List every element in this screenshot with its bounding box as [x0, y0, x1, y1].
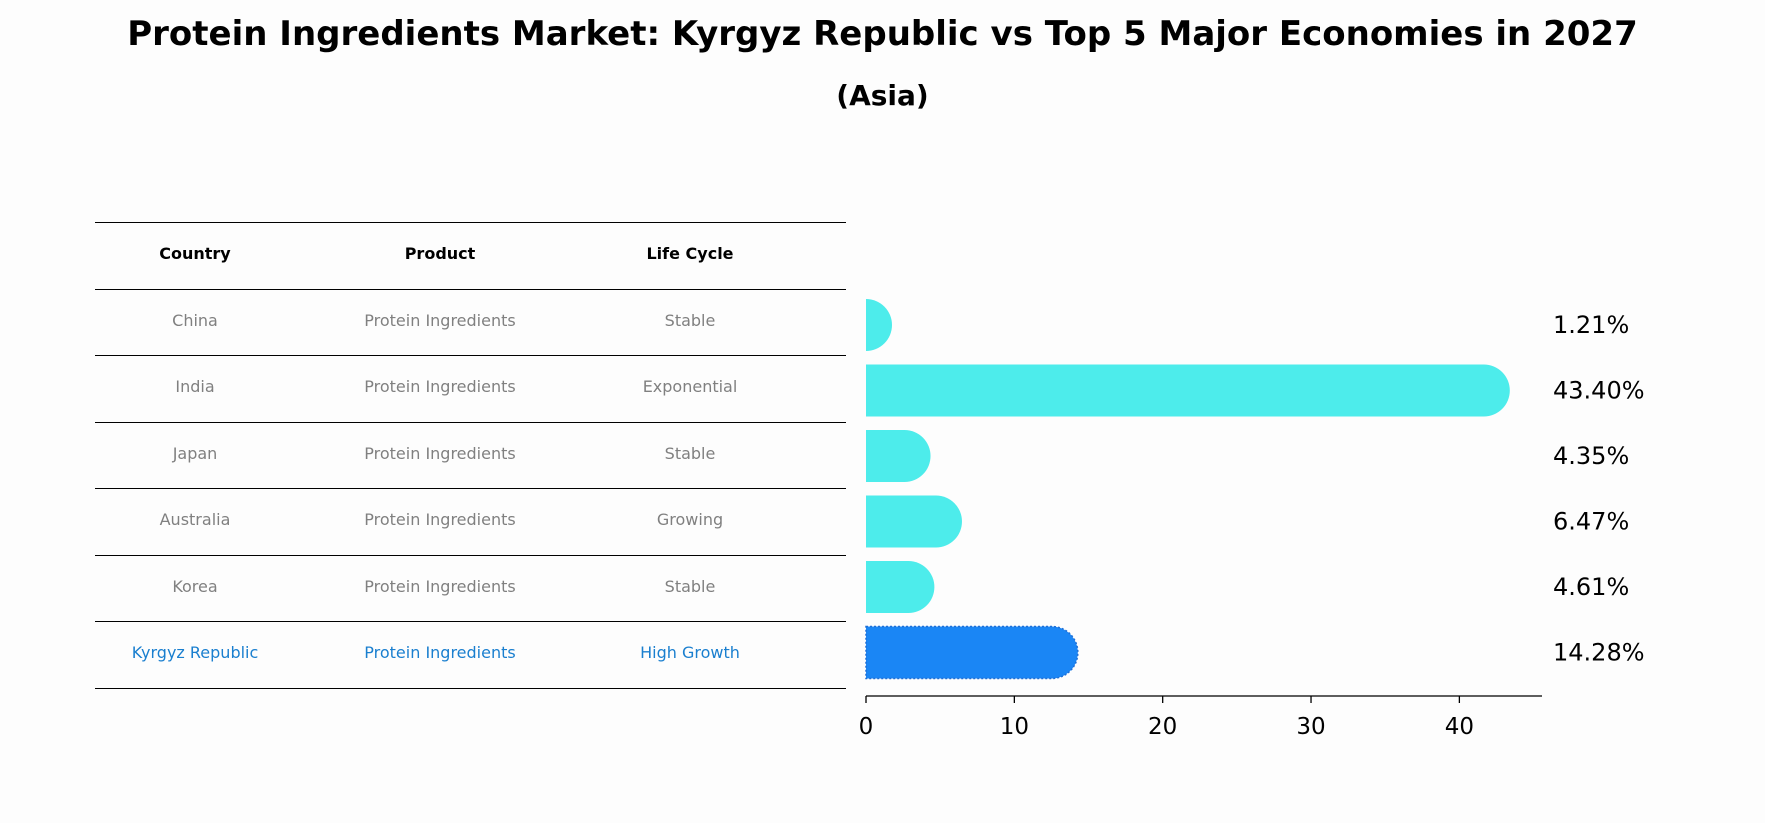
table-rule: [95, 621, 846, 622]
table-cell-life-cycle: Stable: [664, 576, 716, 596]
x-tick-label: 40: [1445, 714, 1474, 740]
bar-kyrgyz-republic: [865, 625, 1079, 680]
header-product: Product: [404, 244, 476, 263]
table-cell-product: Protein Ingredients: [364, 576, 516, 596]
table-rule: [95, 288, 846, 290]
table-cell-life-cycle: Exponential: [642, 377, 738, 396]
value-label: 4.35%: [1553, 442, 1629, 470]
x-tick-label: 30: [1296, 714, 1325, 740]
x-tick-label: 20: [1148, 714, 1177, 740]
table-rule: [95, 488, 846, 489]
chart-subtitle: (Asia): [836, 79, 929, 112]
x-tick-label: 0: [859, 714, 874, 740]
bar-india: [866, 364, 1510, 417]
chart-title: Protein Ingredients Market: Kyrgyz Repub…: [127, 14, 1638, 54]
header-country: Country: [159, 244, 231, 263]
bar-china: [866, 299, 892, 351]
table-rule: [95, 222, 846, 223]
value-label: 14.28%: [1553, 639, 1645, 667]
bar-australia: [866, 495, 962, 548]
value-label: 4.61%: [1553, 573, 1629, 601]
table-cell-product: Protein Ingredients: [364, 310, 516, 330]
table-cell-product: Protein Ingredients: [364, 643, 516, 662]
value-label: 1.21%: [1553, 311, 1629, 339]
header-life-cycle: Life Cycle: [646, 244, 734, 263]
x-tick-label: 10: [1000, 714, 1029, 740]
table-rule: [95, 355, 846, 356]
table-cell-country: Australia: [159, 510, 231, 529]
table-cell-country: India: [175, 377, 215, 396]
value-label: 43.40%: [1553, 377, 1645, 405]
value-label: 6.47%: [1553, 508, 1629, 536]
table-rule: [95, 687, 846, 689]
table-cell-product: Protein Ingredients: [364, 510, 516, 529]
table-rule: [95, 554, 846, 556]
table-cell-life-cycle: High Growth: [640, 643, 740, 662]
bar-korea: [866, 561, 935, 613]
table-rule: [95, 421, 846, 423]
table-cell-life-cycle: Growing: [656, 510, 724, 529]
table-cell-country: Japan: [172, 443, 218, 463]
table-cell-product: Protein Ingredients: [364, 443, 516, 463]
table-cell-country: Kyrgyz Republic: [131, 643, 259, 662]
table-cell-life-cycle: Stable: [664, 310, 716, 330]
bar-japan: [866, 430, 931, 482]
table-cell-life-cycle: Stable: [664, 443, 716, 463]
table-cell-country: China: [172, 310, 218, 330]
table-cell-product: Protein Ingredients: [364, 377, 516, 396]
table-cell-country: Korea: [172, 576, 218, 596]
